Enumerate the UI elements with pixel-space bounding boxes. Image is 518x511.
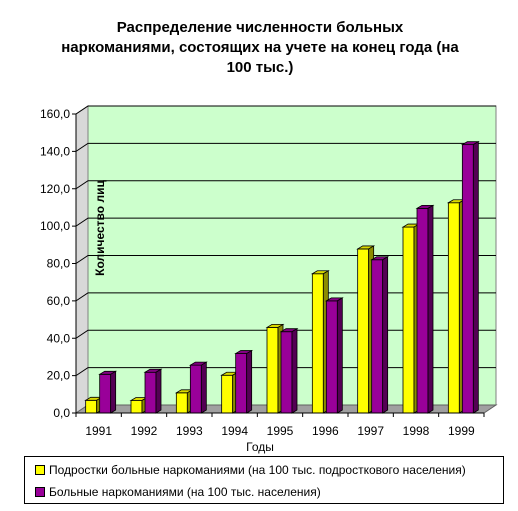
bar-total-1998 [416,207,429,414]
bar-total-1993 [189,364,202,414]
bar-total-1991 [99,373,112,414]
y-tick-label: 40,0 [47,331,71,345]
y-tick-label: 160,0 [40,107,70,121]
bar-teens-1998 [402,226,415,414]
bar-teens-1994 [221,374,234,414]
bar-side [200,361,207,414]
bar-total-1992 [144,371,157,414]
x-tick-label: 1992 [131,424,158,438]
legend-swatch [35,464,45,475]
bar-side [382,256,389,414]
x-tick-label: 1994 [221,424,248,438]
legend-swatch [35,486,45,497]
bar-total-1995 [280,331,293,414]
x-tick-label: 1996 [312,424,339,438]
bar-side [472,140,479,414]
bar-total-1996 [325,300,338,414]
bar-side [246,349,253,414]
gridline [75,105,496,115]
legend: Подростки больные наркоманиями (на 100 т… [24,456,504,504]
bar-side [291,328,298,414]
x-tick-label: 1995 [267,424,294,438]
chart-title-line: Распределение численности больных [116,19,404,36]
y-tick-label: 0,0 [53,406,70,420]
bar-side [336,297,343,414]
y-axis-label: Количество лиц [93,180,107,276]
chart-title: Распределение численности больных нарком… [60,18,460,78]
gridline [75,142,496,152]
y-tick-label: 120,0 [40,182,70,196]
x-tick-label: 1998 [403,424,430,438]
x-tick-label: 1993 [176,424,203,438]
bar-teens-1996 [311,273,324,414]
legend-item: Больные наркоманиями (на 100 тыс. населе… [35,485,321,499]
legend-label: Подростки больные наркоманиями (на 100 т… [49,463,466,477]
legend-item: Подростки больные наркоманиями (на 100 т… [35,463,466,477]
bar-total-1997 [371,259,384,414]
bar-teens-1993 [175,392,188,414]
gridline [75,180,496,190]
bar-total-1999 [461,144,474,414]
y-tick-label: 140,0 [40,144,70,158]
y-tick-label: 60,0 [47,294,71,308]
bar-teens-1999 [447,202,460,414]
bar-side [427,204,434,414]
bar-side [155,368,162,414]
gridline [75,217,496,227]
bar-teens-1991 [85,399,98,414]
y-tick-label: 80,0 [47,257,71,271]
x-tick-label: 1991 [85,424,112,438]
x-tick-label: 1997 [357,424,384,438]
legend-label: Больные наркоманиями (на 100 тыс. населе… [49,485,321,499]
x-axis-label: Годы [246,440,274,454]
bar-total-1994 [235,353,248,414]
bar-teens-1997 [357,248,370,414]
y-tick-label: 20,0 [47,369,71,383]
bar-teens-1995 [266,327,279,414]
chart-title-line: наркоманиями, состоящих на учете на коне… [61,39,459,56]
bar-side [110,370,117,414]
y-tick-label: 100,0 [40,219,70,233]
chart-title-line: 100 тыс.) [226,59,294,76]
x-tick-label: 1999 [448,424,475,438]
bar-teens-1992 [130,400,143,414]
